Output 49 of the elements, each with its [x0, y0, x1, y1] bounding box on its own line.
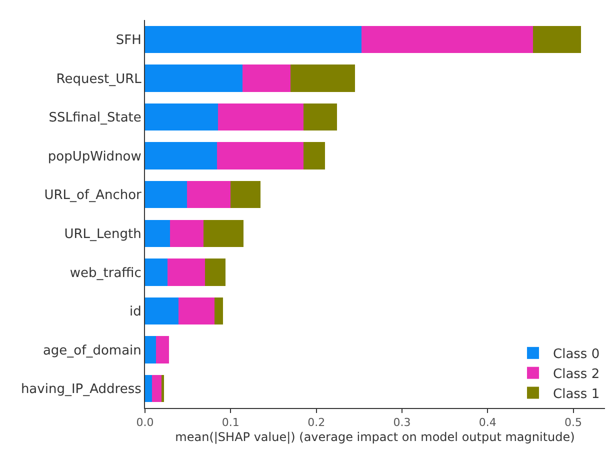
bar: [218, 103, 304, 131]
bar: [145, 142, 217, 170]
bar: [362, 26, 534, 53]
bar: [145, 297, 178, 325]
bar: [145, 103, 218, 131]
bar: [242, 64, 291, 92]
y-tick-label: URL_of_Anchor: [44, 188, 142, 204]
y-tick-label: having_IP_Address: [20, 382, 142, 398]
x-tick-label: 0.3: [393, 416, 411, 430]
x-tick-label: 0.1: [222, 416, 240, 430]
y-tick-label: URL_Length: [64, 226, 142, 242]
y-tick-label: popUpWidnow: [48, 149, 142, 164]
bar: [161, 375, 164, 402]
y-tick-label: SSLfinal_State: [48, 110, 142, 126]
y-tick-label: id: [130, 304, 142, 320]
bar: [216, 142, 304, 170]
x-tick-label: 0.4: [478, 416, 496, 430]
bar: [170, 220, 204, 247]
bar: [290, 64, 355, 92]
x-tick-label: 0.5: [564, 416, 582, 430]
x-axis-title: mean(|SHAP value|) (average impact on model output magnitude): [175, 430, 575, 444]
y-tick-label: age_of_domain: [42, 343, 142, 358]
bar: [145, 64, 243, 92]
bar: [230, 181, 261, 208]
x-tick-label: 0.0: [136, 416, 154, 430]
legend-label: Class 0: [553, 347, 600, 362]
y-tick-label: web_traffic: [70, 266, 142, 281]
bar: [303, 142, 325, 170]
bar: [167, 258, 205, 286]
bar: [145, 336, 156, 364]
bar: [533, 26, 582, 53]
bar: [145, 375, 152, 402]
x-tick-label: 0.2: [308, 416, 326, 430]
bar: [204, 258, 226, 286]
bar: [145, 181, 187, 208]
y-tick-label: SFH: [116, 32, 142, 48]
bar: [303, 103, 337, 131]
bar: [203, 220, 244, 247]
bar: [178, 297, 214, 325]
legend-label: Class 2: [553, 366, 600, 382]
bar: [145, 258, 168, 286]
y-tick-label: Request_URL: [56, 72, 142, 87]
legend-label: Class 1: [553, 386, 600, 402]
bar: [145, 26, 362, 53]
bar: [186, 181, 231, 208]
bar: [145, 220, 170, 247]
bar: [214, 297, 223, 325]
bar: [152, 375, 162, 402]
bar: [156, 336, 169, 364]
